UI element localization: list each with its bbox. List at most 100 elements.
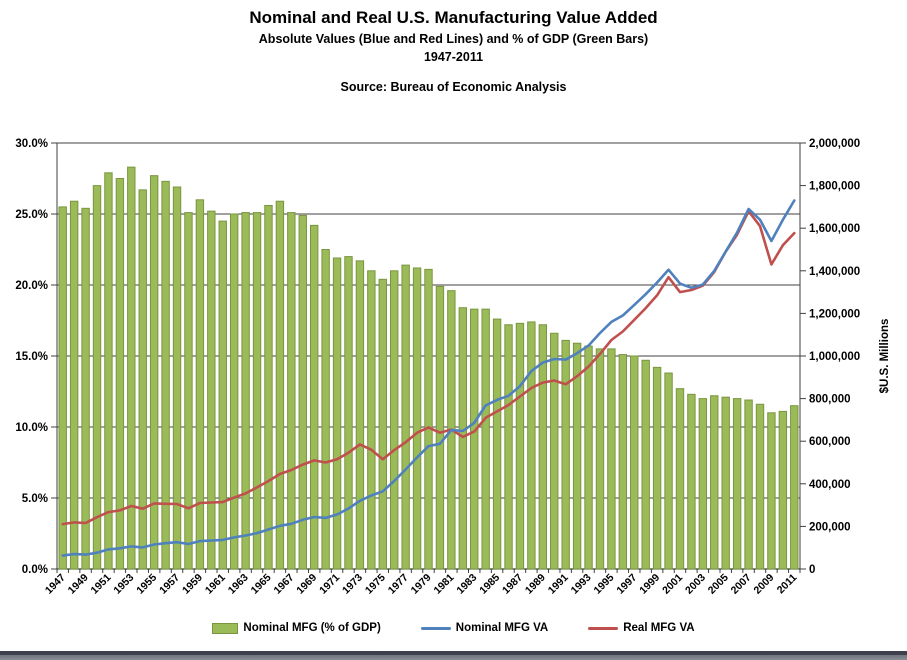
legend-label-pct-gdp: Nominal MFG (% of GDP)	[243, 622, 381, 634]
x-axis-year-label: 1953	[111, 572, 136, 597]
bar-nominal-mfg-pct-gdp	[527, 321, 536, 570]
bar-nominal-mfg-pct-gdp	[618, 354, 628, 570]
bar-nominal-mfg-pct-gdp	[481, 308, 490, 570]
chart-header: Nominal and Real U.S. Manufacturing Valu…	[0, 6, 907, 96]
red-line-swatch-icon	[588, 626, 619, 630]
left-axis-tick-label: 0.0%	[22, 564, 48, 576]
x-axis-year-label: 2001	[660, 572, 685, 597]
x-axis-year-label: 2003	[683, 572, 708, 597]
x-axis-year-label: 1985	[477, 572, 502, 597]
left-axis-tick-label: 10.0%	[15, 422, 48, 434]
bar-nominal-mfg-pct-gdp	[424, 268, 433, 570]
bar-nominal-mfg-pct-gdp	[344, 256, 353, 570]
bar-nominal-mfg-pct-gdp	[538, 324, 548, 570]
bar-nominal-mfg-pct-gdp	[652, 366, 662, 570]
bar-nominal-mfg-pct-gdp	[641, 359, 650, 570]
blue-line-swatch-icon	[420, 626, 451, 630]
x-axis-year-label: 2009	[752, 572, 777, 597]
bar-nominal-mfg-pct-gdp	[161, 180, 170, 570]
x-axis-year-label: 1977	[386, 572, 411, 597]
bar-nominal-mfg-pct-gdp	[252, 212, 262, 570]
x-axis-year-label: 1981	[431, 572, 456, 597]
bar-nominal-mfg-pct-gdp	[664, 372, 673, 570]
x-axis-year-label: 1987	[500, 572, 525, 597]
bar-nominal-mfg-pct-gdp	[138, 189, 147, 570]
bar-nominal-mfg-pct-gdp	[378, 278, 387, 570]
bar-nominal-mfg-pct-gdp	[492, 318, 502, 570]
legend-item-real: Real MFG VA	[588, 622, 695, 634]
right-axis-tick-label: 1,200,000	[809, 308, 860, 320]
bar-nominal-mfg-pct-gdp	[92, 185, 102, 570]
chart-title: Nominal and Real U.S. Manufacturing Valu…	[249, 8, 658, 27]
x-axis-year-label: 1983	[454, 572, 479, 597]
bar-nominal-mfg-pct-gdp	[698, 398, 708, 570]
chart-year-range: 1947-2011	[423, 50, 484, 64]
x-axis-year-label: 1997	[614, 572, 639, 597]
left-axis-tick-label: 20.0%	[15, 280, 48, 292]
bar-nominal-mfg-pct-gdp	[184, 212, 193, 570]
bar-nominal-mfg-pct-gdp	[755, 403, 765, 570]
right-axis-tick-label: 0	[809, 564, 815, 576]
x-axis-year-label: 1989	[523, 572, 548, 597]
bar-nominal-mfg-pct-gdp	[550, 332, 559, 570]
bar-nominal-mfg-pct-gdp	[104, 172, 113, 570]
bar-nominal-mfg-pct-gdp	[790, 405, 799, 570]
bar-nominal-mfg-pct-gdp	[298, 214, 307, 570]
right-axis-tick-label: 1,000,000	[809, 351, 860, 363]
bar-nominal-mfg-pct-gdp	[572, 342, 582, 570]
bar-nominal-mfg-pct-gdp	[321, 249, 330, 570]
bar-nominal-mfg-pct-gdp	[115, 178, 125, 570]
right-axis-tick-label: 800,000	[809, 394, 851, 406]
bar-nominal-mfg-pct-gdp	[287, 212, 296, 570]
bar-nominal-mfg-pct-gdp	[367, 270, 376, 570]
bar-nominal-mfg-pct-gdp	[275, 200, 285, 570]
x-axis-year-label: 1995	[592, 572, 617, 597]
x-axis-year-label: 1963	[226, 572, 251, 597]
x-axis-year-label: 2007	[729, 572, 754, 597]
legend: Nominal MFG (% of GDP) Nominal MFG VA Re…	[0, 622, 907, 634]
green-bar-swatch-icon	[212, 622, 239, 634]
x-axis-year-label: 1955	[134, 572, 159, 597]
bar-nominal-mfg-pct-gdp	[309, 224, 319, 570]
bar-nominal-mfg-pct-gdp	[732, 398, 742, 570]
bar-nominal-mfg-pct-gdp	[515, 322, 525, 570]
x-axis-year-label: 1961	[203, 572, 228, 597]
window-bottom-bar	[0, 651, 907, 660]
bar-nominal-mfg-pct-gdp	[710, 395, 719, 570]
nominal-mfg-va-line	[61, 199, 796, 557]
legend-item-pct-gdp: Nominal MFG (% of GDP)	[212, 622, 381, 634]
x-axis-year-label: 1951	[89, 572, 114, 597]
bar-nominal-mfg-pct-gdp	[630, 355, 639, 570]
bar-nominal-mfg-pct-gdp	[561, 339, 570, 570]
bar-nominal-mfg-pct-gdp	[218, 220, 227, 570]
bar-nominal-mfg-pct-gdp	[69, 200, 79, 570]
x-axis-year-label: 1969	[294, 572, 319, 597]
bar-nominal-mfg-pct-gdp	[355, 260, 365, 570]
x-axis-year-label: 1965	[249, 572, 274, 597]
bar-nominal-mfg-pct-gdp	[778, 410, 788, 570]
bar-nominal-mfg-pct-gdp	[241, 212, 250, 570]
legend-label-nominal: Nominal MFG VA	[455, 622, 549, 634]
bar-nominal-mfg-pct-gdp	[332, 257, 342, 570]
bar-nominal-mfg-pct-gdp	[58, 206, 67, 570]
bar-nominal-mfg-pct-gdp	[504, 324, 513, 570]
x-axis-year-label: 1967	[271, 572, 296, 597]
x-axis-year-label: 1971	[317, 572, 342, 597]
bar-nominal-mfg-pct-gdp	[207, 210, 216, 570]
bar-nominal-mfg-pct-gdp	[264, 204, 273, 570]
right-axis-tick-label: 1,600,000	[809, 223, 860, 235]
bar-nominal-mfg-pct-gdp	[687, 393, 696, 570]
right-axis-tick-label: 400,000	[809, 479, 851, 491]
left-axis-tick-label: 25.0%	[15, 209, 48, 221]
x-axis-year-label: 1949	[66, 572, 91, 597]
right-axis-tick-label: 600,000	[809, 436, 851, 448]
bar-nominal-mfg-pct-gdp	[458, 307, 467, 570]
bar-nominal-mfg-pct-gdp	[675, 388, 685, 570]
bar-nominal-mfg-pct-gdp	[229, 213, 239, 570]
chart-subtitle: Absolute Values (Blue and Red Lines) and…	[258, 32, 649, 46]
x-axis-year-label: 2011	[775, 572, 800, 597]
bar-nominal-mfg-pct-gdp	[744, 399, 753, 570]
bar-nominal-mfg-pct-gdp	[584, 345, 593, 570]
right-axis-tick-label: 200,000	[809, 521, 851, 533]
